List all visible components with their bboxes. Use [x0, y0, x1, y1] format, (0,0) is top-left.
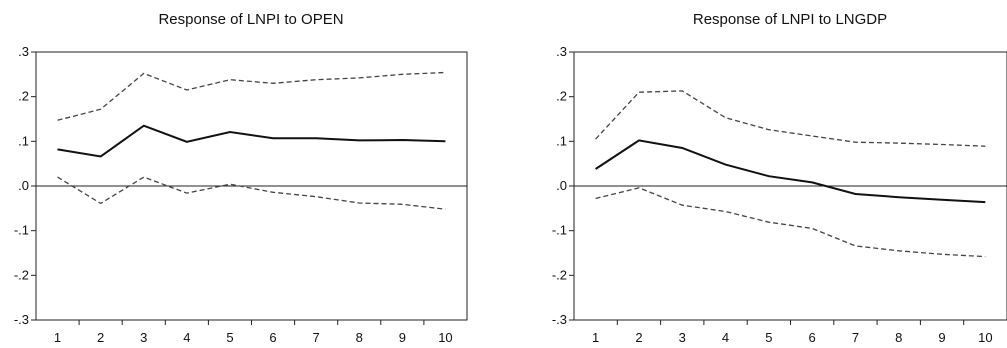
y-tick-label: .2 — [18, 89, 29, 104]
x-tick-label: 3 — [140, 330, 147, 345]
series-lower-band — [595, 187, 986, 258]
chart-response-lnpi-open: Response of LNPI to OPEN .3 .2 .1 .0 -.1 -.2 -.… — [14, 11, 468, 345]
x-tick-label: 10 — [978, 330, 992, 345]
x-tick-label: 2 — [635, 330, 642, 345]
y-tick-label: .1 — [18, 133, 29, 148]
series-response — [57, 124, 446, 158]
x-tick-label: 6 — [809, 330, 816, 345]
x-tick-label: 10 — [438, 330, 452, 345]
chart-title: Response of LNPI to OPEN — [158, 11, 343, 28]
x-tick-label: 6 — [269, 330, 276, 345]
x-tick-label: 4 — [722, 330, 729, 345]
y-tick-label: -.3 — [14, 312, 29, 327]
series-upper-band — [595, 90, 986, 147]
chart-title: Response of LNPI to LNGDP — [693, 11, 887, 28]
x-tick-label: 7 — [313, 330, 320, 345]
y-tick-label: -.3 — [552, 312, 567, 327]
y-tick-label: -.1 — [552, 223, 567, 238]
series-upper-band — [57, 71, 446, 121]
x-tick-label: 2 — [97, 330, 104, 345]
y-tick-label: .3 — [556, 44, 567, 59]
x-tick-label: 5 — [765, 330, 772, 345]
y-tick-label: .3 — [18, 44, 29, 59]
y-tick-label: -.1 — [14, 223, 29, 238]
x-tick-label: 8 — [895, 330, 902, 345]
y-tick-label: -.2 — [14, 267, 29, 282]
x-tick-label: 4 — [183, 330, 190, 345]
x-tick-label: 8 — [356, 330, 363, 345]
y-tick-label: -.2 — [552, 267, 567, 282]
x-tick-label: 1 — [592, 330, 599, 345]
y-tick-label: .1 — [556, 133, 567, 148]
x-tick-label: 3 — [679, 330, 686, 345]
series-lower-band — [57, 176, 446, 210]
x-tick-label: 9 — [399, 330, 406, 345]
x-tick-label: 5 — [226, 330, 233, 345]
y-tick-label: .0 — [556, 178, 567, 193]
y-tick-label: .2 — [556, 89, 567, 104]
y-tick-label: .0 — [18, 178, 29, 193]
series-response — [595, 139, 986, 204]
x-tick-label: 9 — [938, 330, 945, 345]
x-tick-label: 7 — [852, 330, 859, 345]
x-tick-label: 1 — [54, 330, 61, 345]
chart-response-lnpi-lngdp: Response of LNPI to LNGDP .3 .2 .1 .0 -.1 -.2 -… — [552, 11, 1007, 345]
